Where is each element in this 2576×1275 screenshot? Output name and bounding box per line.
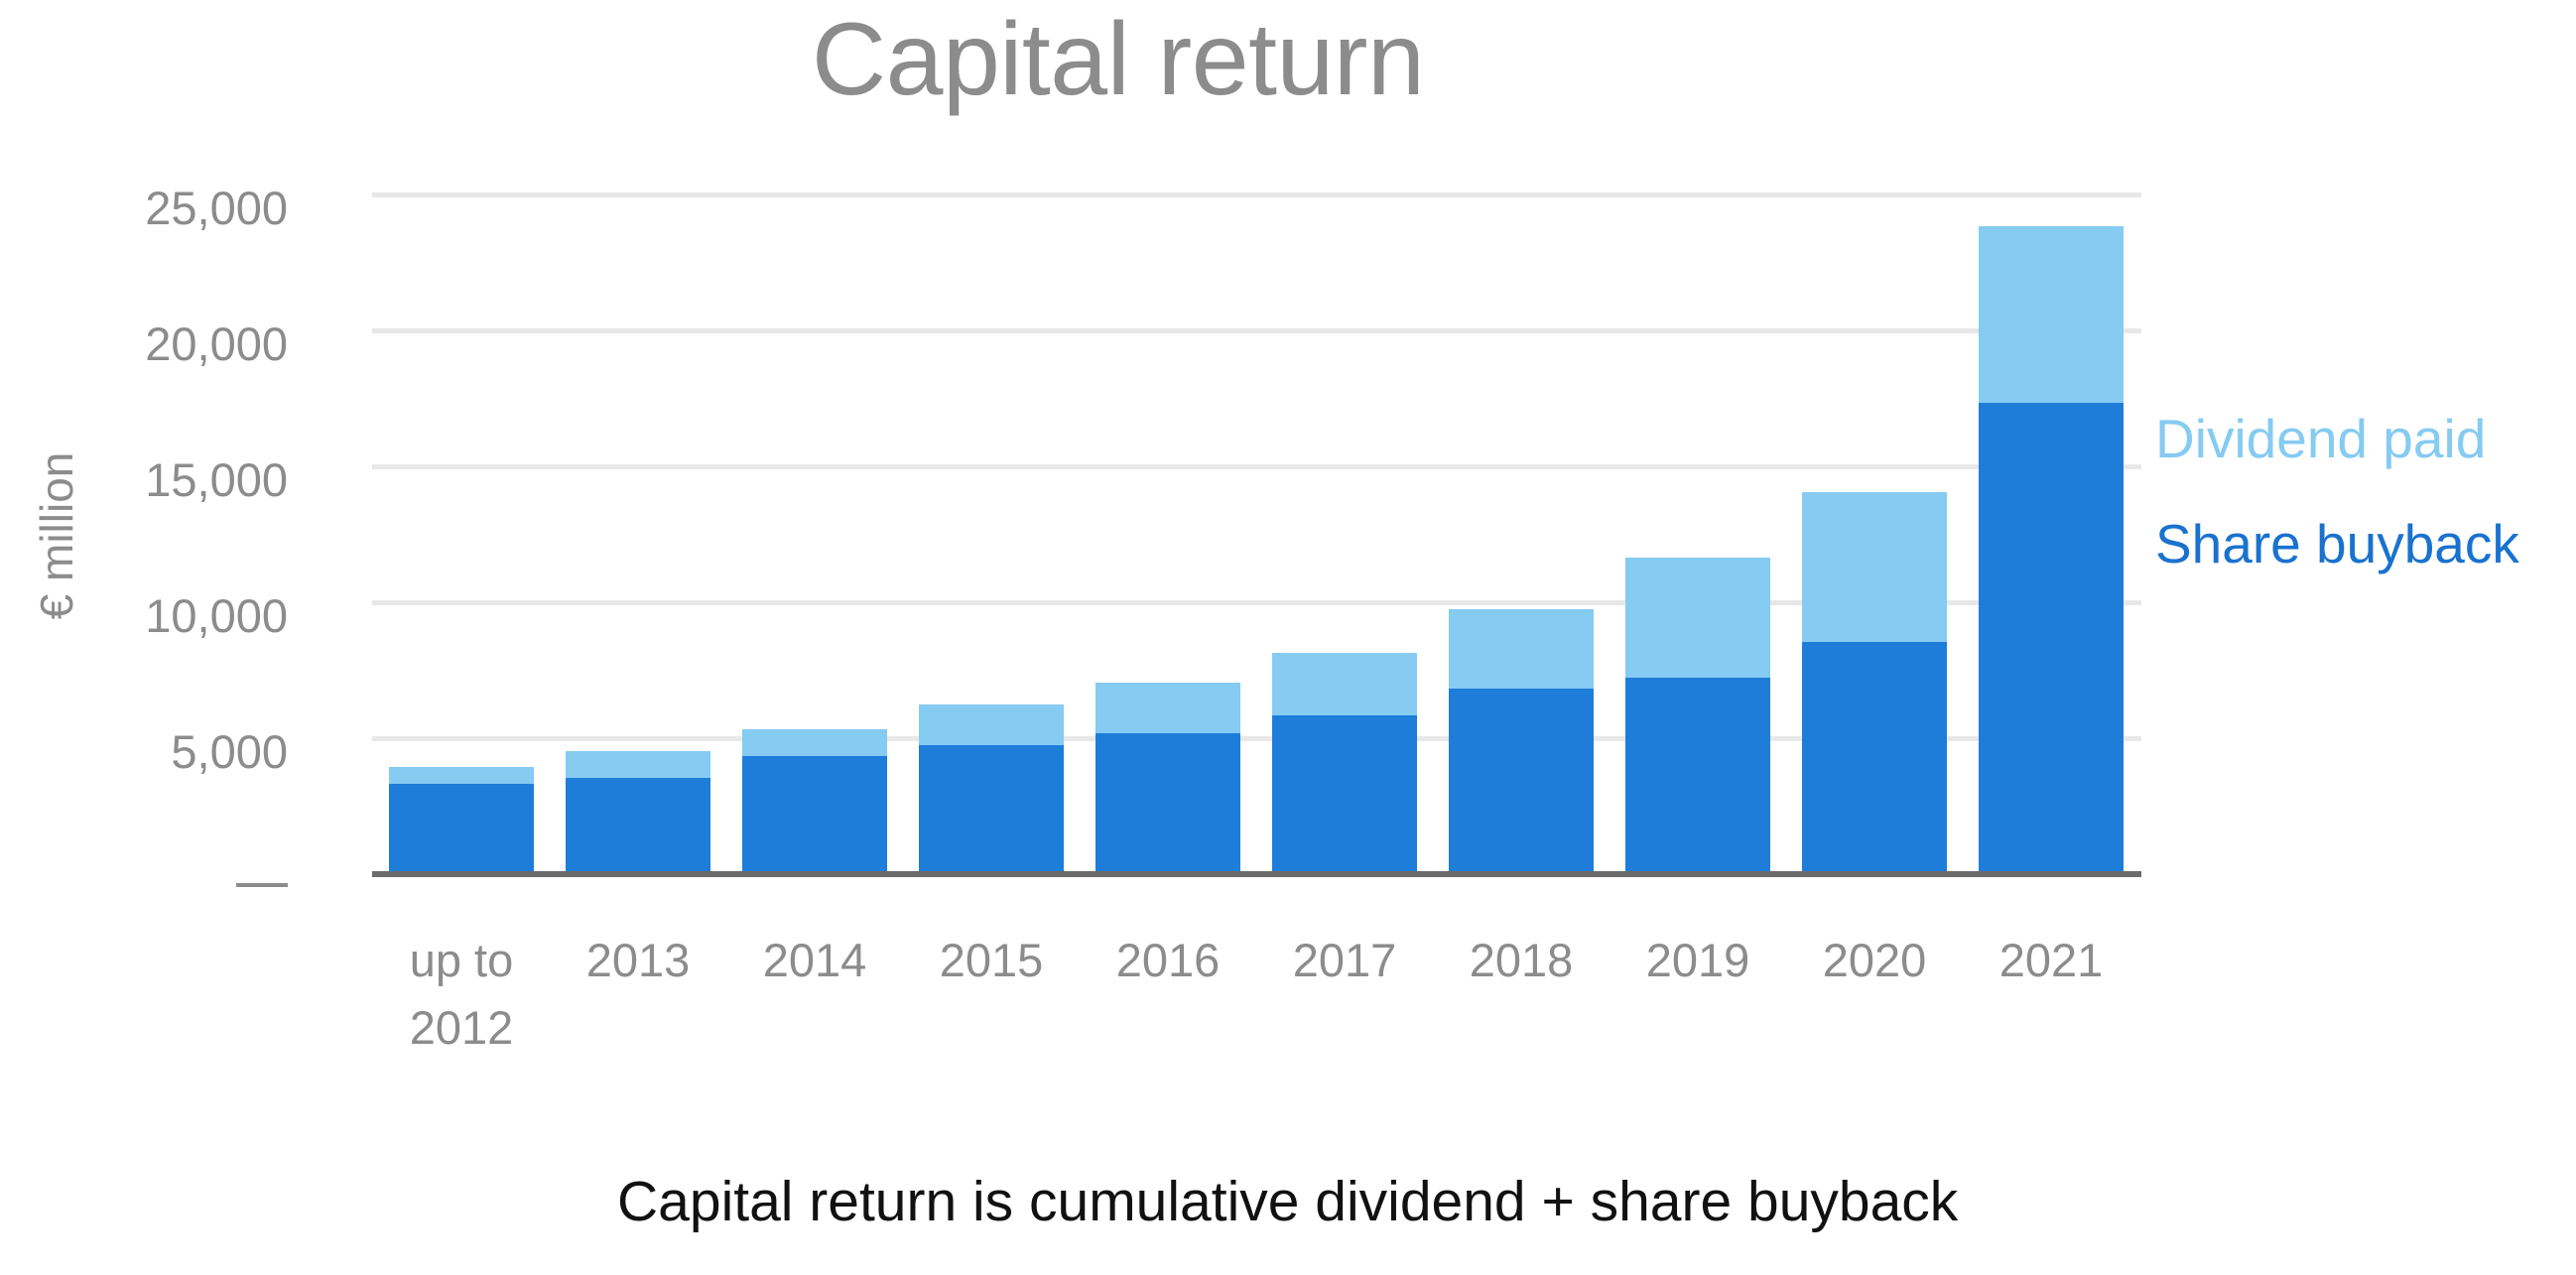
x-tick-label: 2016	[1115, 934, 1221, 986]
gridline-10000	[372, 600, 2141, 605]
bar-segment-buyback	[1979, 402, 2124, 873]
bar-segment-dividend	[1095, 683, 1240, 733]
gridline-15000	[372, 464, 2141, 469]
bar-segment-buyback	[1095, 732, 1240, 873]
bar-segment-dividend	[1449, 609, 1594, 689]
chart-title: Capital return	[0, 0, 2163, 119]
y-tick-25000: 25,000	[145, 182, 288, 234]
bar-2020	[1802, 492, 1947, 873]
bar-2021	[1979, 225, 2124, 873]
x-tick-label: 2020	[1822, 934, 1927, 986]
bar-2017	[1272, 653, 1417, 873]
bar-segment-buyback	[1802, 642, 1947, 873]
legend-share-buyback: Share buyback	[2155, 513, 2519, 574]
bar-segment-buyback	[1272, 715, 1417, 873]
y-tick-10000: 10,000	[145, 589, 288, 642]
bar-segment-dividend	[919, 704, 1064, 746]
bar-2016	[1095, 683, 1240, 873]
y-tick-zero-dash	[236, 883, 288, 887]
bar-segment-buyback	[389, 783, 534, 873]
bar-segment-dividend	[389, 767, 534, 784]
bar-segment-buyback	[919, 745, 1064, 873]
bar-2013	[566, 750, 710, 873]
x-tick-label: 2019	[1645, 934, 1750, 986]
y-tick-15000: 15,000	[145, 453, 288, 506]
bar-segment-dividend	[1979, 225, 2124, 403]
bar-segment-dividend	[742, 728, 887, 757]
x-tick-label: 2021	[1998, 934, 2104, 986]
bar-2015	[919, 704, 1064, 873]
bar-segment-dividend	[1802, 492, 1947, 643]
x-tick-label: 2017	[1292, 934, 1397, 986]
bar-2018	[1449, 609, 1594, 873]
y-tick-20000: 20,000	[145, 318, 288, 370]
bar-segment-buyback	[1449, 688, 1594, 873]
x-tick-label: 2015	[939, 934, 1044, 986]
bar-2014	[742, 728, 887, 873]
x-tick-label: 2013	[585, 934, 691, 986]
x-axis-line	[372, 871, 2141, 877]
gridline-20000	[372, 328, 2141, 333]
x-tick-label: 2014	[762, 934, 867, 986]
legend-dividend-paid: Dividend paid	[2155, 408, 2487, 469]
bar-segment-buyback	[742, 756, 887, 873]
x-tick-label: up to 2012	[409, 934, 514, 1054]
bar-segment-buyback	[566, 778, 710, 873]
bar-2019	[1625, 558, 1770, 873]
bar-segment-dividend	[566, 750, 710, 779]
bar-segment-dividend	[1625, 558, 1770, 678]
y-axis-label: € million	[31, 451, 82, 620]
gridline-5000	[372, 736, 2141, 741]
y-tick-5000: 5,000	[171, 725, 288, 778]
bar-segment-buyback	[1625, 677, 1770, 873]
x-tick-label: 2018	[1469, 934, 1574, 986]
chart-title-text: Capital return	[812, 2, 1425, 117]
gridline-25000	[372, 192, 2141, 197]
bar-up-to-2012	[389, 767, 534, 873]
footnote-text: Capital return is cumulative dividend + …	[617, 1170, 1959, 1233]
bar-segment-dividend	[1272, 653, 1417, 716]
